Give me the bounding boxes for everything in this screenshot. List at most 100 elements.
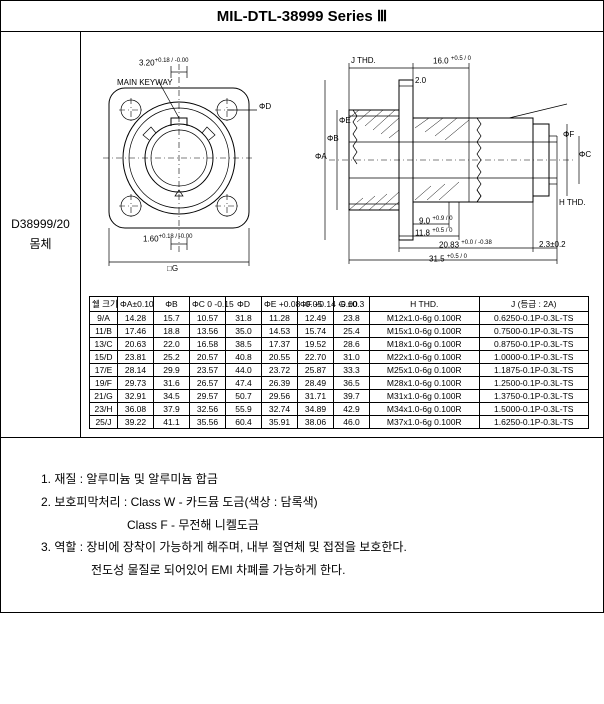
- technical-diagram: 3.20+0.18 / -0.00 MAIN KEYWAY ΦD 1.60+0.…: [89, 40, 589, 290]
- note-2a: 2. 보호피막처리 : Class W - 카드뮴 도금(색상 : 담록색): [41, 491, 583, 514]
- notes-section: 1. 재질 : 알루미늄 및 알루미늄 합금 2. 보호피막처리 : Class…: [1, 437, 603, 612]
- table-cell: 1.3750-0.1P-0.3L-TS: [479, 390, 589, 403]
- table-row: 17/E28.1429.923.5744.023.7225.8733.3M25x…: [90, 364, 589, 377]
- table-header: ΦE +0.08 -0.05: [262, 297, 298, 312]
- dim-160r: 16.0 +0.5 / 0: [433, 56, 471, 66]
- table-row: 11/B17.4618.813.5635.014.5315.7425.4M15x…: [90, 325, 589, 338]
- page-title: MIL-DTL-38999 Series Ⅲ: [1, 1, 603, 32]
- note-1: 1. 재질 : 알루미늄 및 알루미늄 합금: [41, 468, 583, 491]
- table-cell: 33.3: [334, 364, 370, 377]
- note-3a: 3. 역할 : 장비에 장착이 가능하게 해주며, 내부 절연체 및 접점을 보…: [41, 536, 583, 559]
- table-cell: 35.56: [190, 416, 226, 429]
- dim-118: 11.8 +0.5 / 0: [415, 228, 452, 238]
- table-cell: 19.52: [298, 338, 334, 351]
- table-cell: 36.08: [118, 403, 154, 416]
- table-cell: 19/F: [90, 377, 118, 390]
- table-cell: 26.39: [262, 377, 298, 390]
- table-cell: 31.6: [154, 377, 190, 390]
- side-label-line2: 몸체: [29, 235, 51, 252]
- table-cell: M25x1.0-6g 0.100R: [370, 364, 480, 377]
- table-header: H THD.: [370, 297, 480, 312]
- note-3b: 전도성 물질로 되어있어 EMI 차폐를 가능하게 한다.: [41, 559, 583, 582]
- table-cell: 36.5: [334, 377, 370, 390]
- table-cell: 60.4: [226, 416, 262, 429]
- table-cell: 17.37: [262, 338, 298, 351]
- table-cell: 0.7500-0.1P-0.3L-TS: [479, 325, 589, 338]
- table-cell: 34.89: [298, 403, 334, 416]
- table-row: 9/A14.2815.710.5731.811.2812.4923.8M12x1…: [90, 312, 589, 325]
- table-cell: 42.9: [334, 403, 370, 416]
- side-label-line1: D38999/20: [11, 217, 70, 231]
- table-cell: 13/C: [90, 338, 118, 351]
- content: 3.20+0.18 / -0.00 MAIN KEYWAY ΦD 1.60+0.…: [81, 32, 603, 437]
- table-cell: 16.58: [190, 338, 226, 351]
- table-cell: 20.57: [190, 351, 226, 364]
- page: MIL-DTL-38999 Series Ⅲ D38999/20 몸체: [0, 0, 604, 613]
- label-phi-b: ΦB: [327, 134, 339, 143]
- table-cell: 25.4: [334, 325, 370, 338]
- table-cell: 1.2500-0.1P-0.3L-TS: [479, 377, 589, 390]
- table-cell: 26.57: [190, 377, 226, 390]
- main-row: D38999/20 몸체: [1, 32, 603, 437]
- table-row: 21/G32.9134.529.5750.729.5631.7139.7M31x…: [90, 390, 589, 403]
- dimension-table: 쉘 크기ΦA±0.10ΦBΦC 0 -0.15ΦDΦE +0.08 -0.05Φ…: [89, 296, 589, 429]
- table-cell: 23.8: [334, 312, 370, 325]
- table-cell: 23.72: [262, 364, 298, 377]
- table-cell: 15.7: [154, 312, 190, 325]
- table-cell: 13.56: [190, 325, 226, 338]
- note-2b: Class F - 무전해 니켈도금: [41, 514, 583, 537]
- table-cell: 37.9: [154, 403, 190, 416]
- table-cell: 10.57: [190, 312, 226, 325]
- table-cell: 32.56: [190, 403, 226, 416]
- table-cell: 0.8750-0.1P-0.3L-TS: [479, 338, 589, 351]
- label-phi-a: ΦA: [315, 152, 327, 161]
- dim-23: 2.3±0.2: [539, 240, 566, 249]
- table-cell: 32.74: [262, 403, 298, 416]
- table-cell: 55.9: [226, 403, 262, 416]
- table-cell: 20.63: [118, 338, 154, 351]
- table-cell: 12.49: [298, 312, 334, 325]
- label-phi-f: ΦF: [563, 130, 574, 139]
- table-cell: 17/E: [90, 364, 118, 377]
- table-row: 19/F29.7331.626.5747.426.3928.4936.5M28x…: [90, 377, 589, 390]
- table-cell: 23.57: [190, 364, 226, 377]
- table-cell: 14.53: [262, 325, 298, 338]
- table-cell: 14.28: [118, 312, 154, 325]
- table-row: 23/H36.0837.932.5655.932.7434.8942.9M34x…: [90, 403, 589, 416]
- table-cell: 25.87: [298, 364, 334, 377]
- table-cell: 11/B: [90, 325, 118, 338]
- table-cell: M31x1.0-6g 0.100R: [370, 390, 480, 403]
- dim-20: 2.0: [415, 76, 426, 85]
- table-cell: 22.0: [154, 338, 190, 351]
- table-cell: 32.91: [118, 390, 154, 403]
- table-cell: 21/G: [90, 390, 118, 403]
- table-cell: 39.7: [334, 390, 370, 403]
- table-cell: 47.4: [226, 377, 262, 390]
- table-cell: 11.28: [262, 312, 298, 325]
- table-cell: 28.6: [334, 338, 370, 351]
- table-cell: 23/H: [90, 403, 118, 416]
- table-cell: 50.7: [226, 390, 262, 403]
- table-cell: 9/A: [90, 312, 118, 325]
- table-cell: 0.6250-0.1P-0.3L-TS: [479, 312, 589, 325]
- dim-160: 1.60+0.18 / -0.00: [143, 234, 192, 244]
- table-header: ΦB: [154, 297, 190, 312]
- side-label: D38999/20 몸체: [1, 32, 81, 437]
- table-cell: 31.8: [226, 312, 262, 325]
- table-cell: 25/J: [90, 416, 118, 429]
- table-cell: 39.22: [118, 416, 154, 429]
- table-cell: M37x1.0-6g 0.100R: [370, 416, 480, 429]
- table-row: 15/D23.8125.220.5740.820.5522.7031.0M22x…: [90, 351, 589, 364]
- table-header: ΦF +0.14 -0.00: [298, 297, 334, 312]
- label-phi-e: ΦE: [339, 116, 351, 125]
- table-cell: 20.55: [262, 351, 298, 364]
- dim-315: 31.5 +0.5 / 0: [429, 254, 467, 264]
- label-phi-c: ΦC: [579, 150, 591, 159]
- table-cell: 22.70: [298, 351, 334, 364]
- table-cell: 31.0: [334, 351, 370, 364]
- dim-2083: 20.83 +0.0 / -0.38: [439, 240, 492, 250]
- table-cell: 29.57: [190, 390, 226, 403]
- table-cell: 29.56: [262, 390, 298, 403]
- table-row: 25/J39.2241.135.5660.435.9138.0646.0M37x…: [90, 416, 589, 429]
- table-cell: M18x1.0-6g 0.100R: [370, 338, 480, 351]
